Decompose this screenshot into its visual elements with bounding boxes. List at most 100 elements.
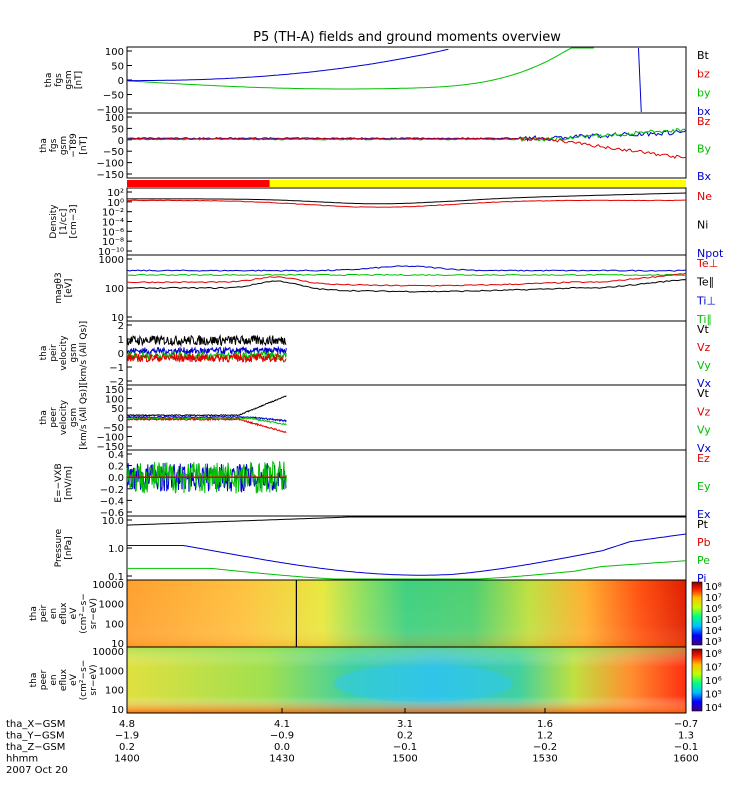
series-bx	[127, 48, 449, 82]
y-tick-label: −50	[103, 423, 124, 434]
y-axis-label-line: [nPa]	[64, 536, 74, 559]
y-tick-label: 10	[111, 705, 124, 716]
legend-vy: Vy	[697, 424, 711, 437]
y-tick-label: 10000	[92, 647, 124, 658]
y-tick-label: −0.2	[100, 485, 124, 496]
chart-title: P5 (TH-A) fields and ground moments over…	[253, 30, 561, 45]
y-axis-label-line: fgs	[54, 73, 64, 87]
series-blue	[126, 415, 287, 423]
colorbar-tick-label: 10⁷	[705, 593, 722, 604]
colorbar-tick-label: 10⁵	[705, 615, 722, 626]
y-tick-label: −50	[103, 147, 124, 158]
panel-peir_velocity: 2 1 0 −1 −2 tha peir velocity gsm [km/s (All Qs)]…	[39, 320, 712, 390]
y-axis-label: tha fgs gsm [nT]	[44, 70, 84, 89]
y-axis-label-line: sr−eV)	[89, 598, 99, 629]
y-tick-label: −100	[97, 105, 124, 116]
x-row-label: tha_Y−GSM	[6, 731, 65, 742]
y-axis-label-line: peer	[49, 407, 59, 428]
x-tick-label: −0.1	[674, 742, 698, 753]
x-tick-label: 4.8	[119, 719, 135, 730]
series-blue	[126, 345, 287, 356]
status-bar-yellow	[127, 180, 686, 187]
colorbar-tick-label: 10⁸	[705, 649, 722, 660]
y-tick-label: 50	[111, 124, 124, 135]
legend-pe: Pe	[697, 554, 710, 567]
y-axis-label-line: en	[49, 674, 59, 685]
y-axis-label-line: sr−eV)	[89, 664, 99, 695]
y-axis-label-line: gsm	[64, 70, 74, 89]
y-axis-label-line: eV	[69, 607, 79, 620]
y-tick-label: 150	[105, 385, 124, 396]
colorbar-scale	[691, 648, 703, 712]
legend-vx: Vx	[697, 442, 712, 455]
legend-pb: Pb	[697, 536, 711, 549]
y-axis-label-line: −T89	[69, 133, 79, 158]
series-black	[126, 333, 287, 347]
y-tick-label: −0.6	[100, 508, 124, 519]
y-tick-label: 10.0	[102, 516, 124, 527]
x-tick-label: −0.1	[393, 742, 417, 753]
x-row-label: tha_Z−GSM	[6, 742, 65, 753]
series-ne	[127, 199, 686, 208]
legend-ti: Ti⊥	[696, 294, 716, 307]
y-axis-label-line: [nT]	[79, 136, 89, 154]
y-axis-label-line: E=−VXB	[54, 463, 64, 502]
legend-ne: Ne	[697, 190, 712, 203]
y-tick-label: 10	[111, 313, 124, 324]
y-axis-label-line: tha	[39, 346, 49, 361]
y-axis-label-line: eflux	[59, 668, 69, 691]
y-axis-label-line: fgs	[49, 138, 59, 152]
status-bar-red	[127, 180, 270, 187]
y-tick-label: 10000	[92, 580, 124, 591]
legend-bt: Bt	[697, 49, 710, 62]
x-tick-label: 1400	[114, 754, 139, 765]
y-tick-label: −150	[97, 170, 124, 181]
y-tick-label: 100	[105, 47, 124, 58]
y-tick-label: 100	[105, 113, 124, 124]
y-tick-label: −1	[109, 363, 124, 374]
y-tick-label: −2	[109, 377, 124, 388]
y-axis-label-line: peir	[49, 344, 59, 362]
x-tick-label: 3.1	[397, 719, 413, 730]
y-axis-label: magθ3 [eV]	[54, 272, 74, 303]
x-tick-label: −0.2	[533, 742, 557, 753]
y-tick-label: 0.1	[108, 572, 124, 583]
y-tick-label: 100	[105, 619, 124, 630]
series-bx-spike	[637, 47, 642, 113]
legend-bx: bx	[697, 105, 711, 118]
legend-by: By	[697, 143, 712, 156]
y-axis-label-line: gsm	[59, 136, 69, 155]
series-pi	[127, 533, 687, 576]
x-tick-label: 1500	[392, 754, 417, 765]
y-tick-label: 1000	[99, 255, 124, 266]
y-axis-label: Pressure [nPa]	[54, 528, 74, 567]
panel-temperature: 1000 100 10 magθ3 [eV] Te⊥ Te∥ Ti⊥ Ti∥	[54, 254, 718, 326]
y-tick-label: 10⁻⁶	[102, 227, 124, 238]
panel-frame-top	[126, 646, 687, 714]
y-tick-label: −50	[103, 91, 124, 102]
panel-frame	[126, 320, 687, 386]
series-red	[126, 352, 287, 364]
legend-bx: Bx	[697, 170, 712, 183]
legend-vz: Vz	[697, 341, 711, 354]
legend-bz: bz	[697, 68, 710, 81]
series-teperp	[126, 272, 687, 287]
x-tick-label: −0.9	[270, 731, 294, 742]
panel-efield: 0.40.20.0−0.2−0.4−0.6 E=−VXB [mV/m] Ez Ey Ex	[54, 449, 711, 521]
colorbar-scale	[691, 581, 703, 646]
y-tick-label: 100	[105, 395, 124, 406]
panel-frame	[126, 187, 687, 256]
y-tick-label: 2	[118, 321, 124, 332]
y-tick-label: 10	[111, 639, 124, 650]
y-tick-label: 1.0	[108, 544, 124, 555]
series-black	[126, 395, 287, 417]
panel-peer_spectrogram: 10000 1000 100 10 tha peer en eflux eV (cm²−s− sr−…	[29, 646, 722, 716]
y-axis-label-line: tha	[29, 606, 39, 621]
x-tick-label: −0.7	[674, 719, 698, 730]
legend-ti: Ti∥	[696, 313, 712, 326]
legend-ex: Ex	[697, 508, 711, 521]
y-tick-label: 0	[118, 136, 124, 147]
